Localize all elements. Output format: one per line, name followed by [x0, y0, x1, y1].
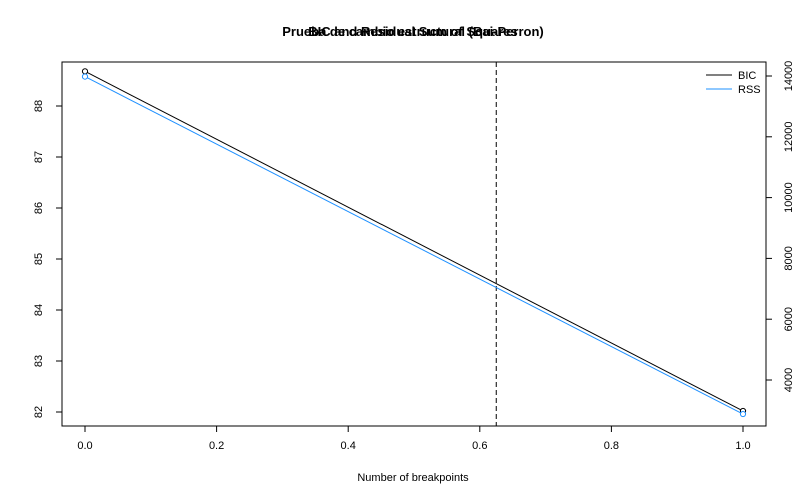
x-tick-label: 0.8 — [604, 440, 619, 452]
chart-title-1: Prueba de cambio estructural (Bai-Perron… — [282, 24, 544, 39]
series-line-bic — [84, 70, 744, 412]
chart-title-2: BIC and Residual Sum of Squares — [308, 24, 518, 39]
y-left-tick-label: 83 — [33, 355, 45, 367]
x-axis-label: Number of breakpoints — [357, 472, 469, 484]
y-left-tick-label: 88 — [33, 100, 45, 112]
x-tick-label: 0.4 — [341, 440, 356, 452]
x-tick-label: 0.6 — [472, 440, 487, 452]
y-left-tick-label: 85 — [33, 253, 45, 265]
data-point-rss — [81, 73, 89, 80]
x-tick-label: 1.0 — [735, 440, 750, 452]
y-right-tick-label: 12000 — [783, 122, 795, 153]
legend: BIC RSS — [706, 70, 761, 96]
y-axis-left: 82 83 84 85 86 87 88 — [33, 100, 62, 418]
y-axis-right: 4000 6000 8000 10000 12000 14000 — [766, 61, 795, 392]
plot-box — [61, 61, 767, 427]
y-left-tick-label: 82 — [33, 406, 45, 418]
y-right-tick-label: 8000 — [783, 246, 795, 270]
x-axis: 0.0 0.2 0.4 0.6 0.8 1.0 — [77, 426, 751, 452]
y-left-tick-label: 87 — [33, 151, 45, 163]
data-point-bic — [81, 68, 89, 75]
y-left-tick-label: 84 — [33, 304, 45, 316]
y-left-tick-label: 86 — [33, 202, 45, 214]
y-right-tick-label: 10000 — [783, 182, 795, 213]
x-tick-label: 0.2 — [209, 440, 224, 452]
series-line-rss — [84, 76, 744, 415]
y-right-tick-label: 6000 — [783, 307, 795, 331]
data-point-rss — [739, 410, 747, 418]
legend-label-bic: BIC — [738, 70, 756, 82]
legend-label-rss: RSS — [738, 84, 761, 96]
x-tick-label: 0.0 — [77, 440, 92, 452]
y-right-tick-label: 4000 — [783, 368, 795, 392]
y-right-tick-label: 14000 — [783, 61, 795, 92]
series-layer — [81, 68, 747, 418]
